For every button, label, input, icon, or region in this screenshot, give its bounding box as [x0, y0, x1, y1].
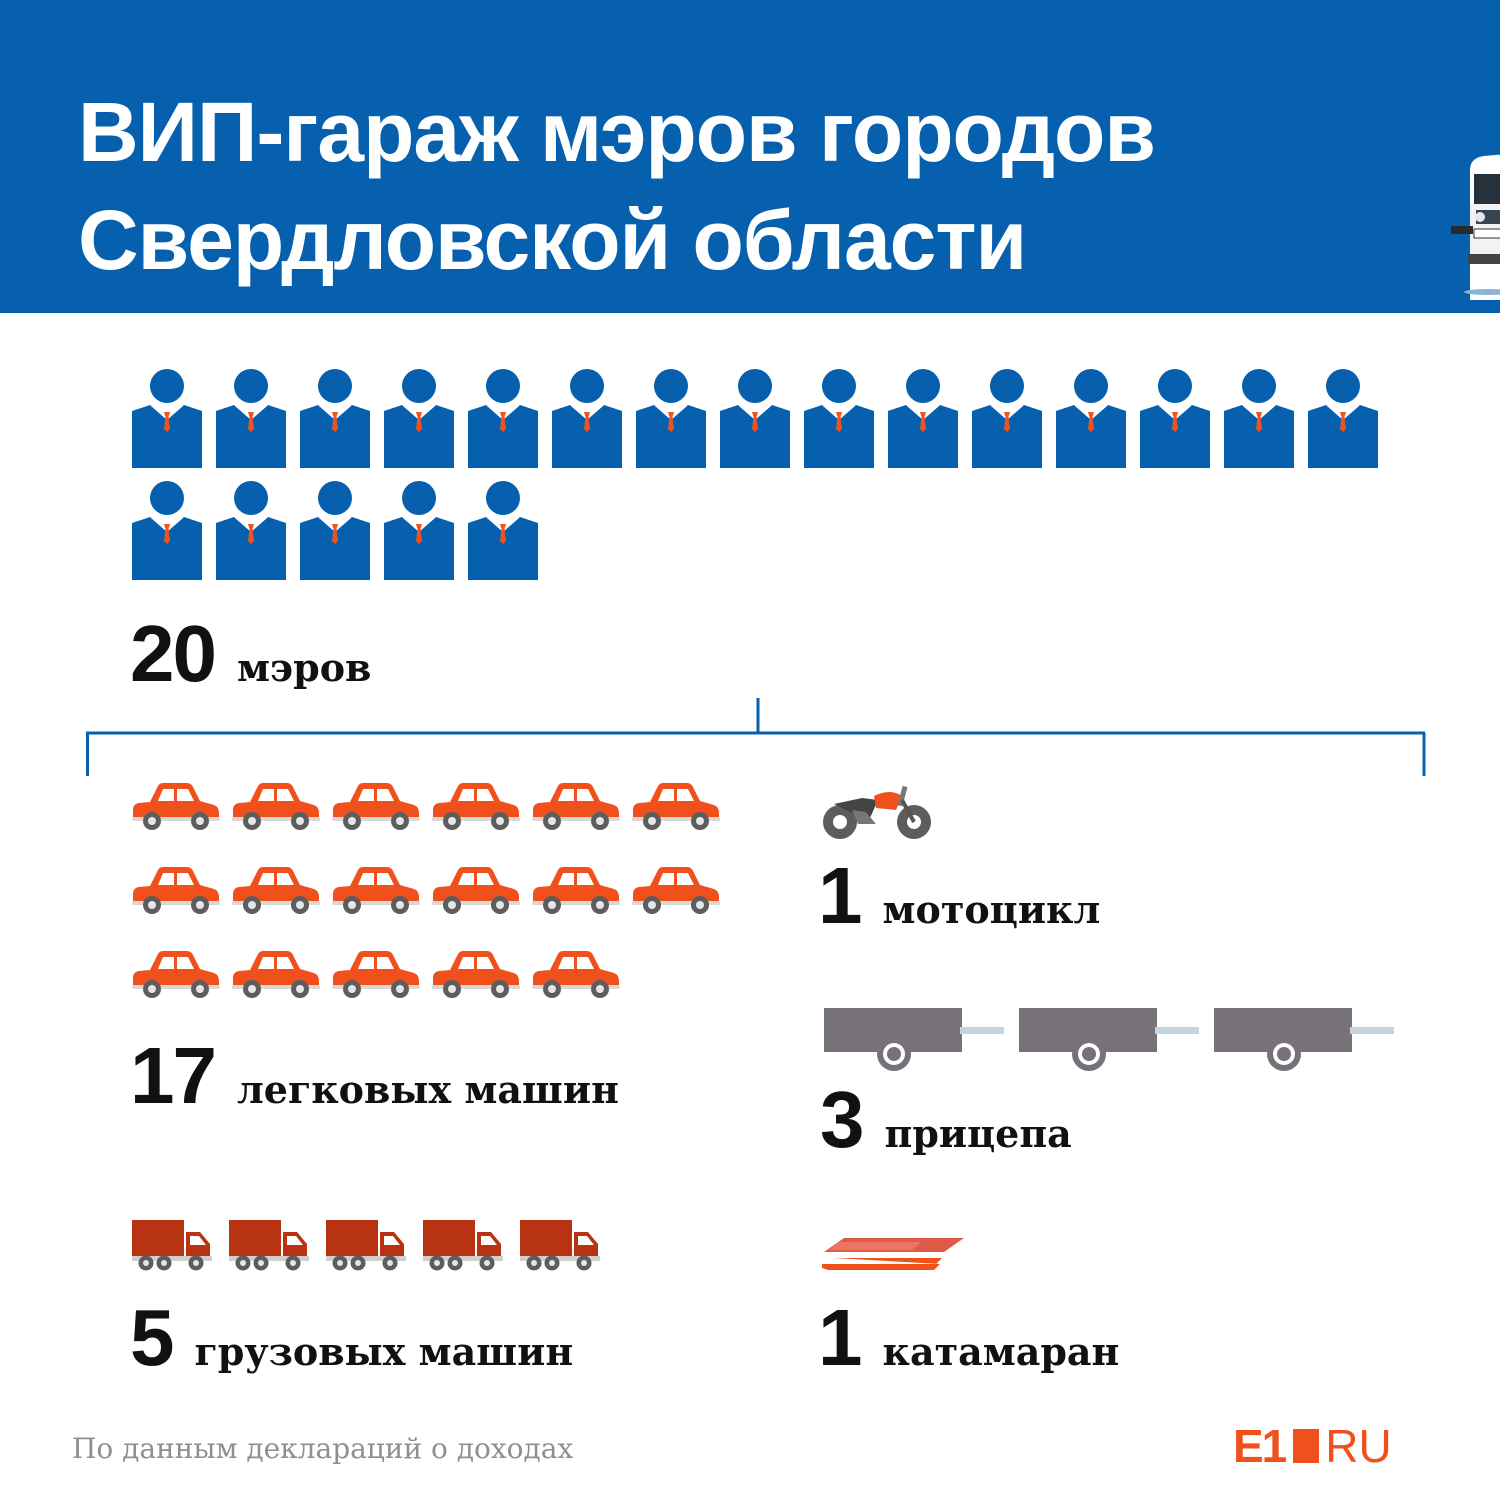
- header-banner: ВИП-гараж мэров городов Свердловской обл…: [0, 0, 1500, 313]
- page-title: ВИП-гараж мэров городов Свердловской обл…: [78, 78, 1156, 294]
- car-icon: [532, 864, 620, 916]
- car-icon: [432, 864, 520, 916]
- catamarans-label: катамаран: [882, 1329, 1120, 1374]
- truck-icon: [423, 1218, 503, 1274]
- catamarans-stat: 1 катамаран: [818, 1292, 1119, 1384]
- mayors-stat: 20 мэров: [130, 608, 371, 700]
- trailer-icon: [1214, 1008, 1394, 1072]
- mayors-count: 20: [130, 609, 217, 698]
- trailer-icons: [824, 1008, 1409, 1072]
- car-icon: [532, 780, 620, 832]
- mayors-label: мэров: [236, 645, 372, 690]
- catamarans-count: 1: [818, 1293, 862, 1382]
- e1-logo: E1 RU: [1233, 1420, 1392, 1472]
- truck-icons: [132, 1218, 617, 1274]
- jeep-icon: [1451, 154, 1500, 300]
- car-icon: [332, 780, 420, 832]
- logo-suffix-text: RU: [1325, 1420, 1392, 1472]
- trucks-count: 5: [130, 1293, 174, 1382]
- car-icon: [232, 948, 320, 1000]
- trucks-label: грузовых машин: [194, 1329, 574, 1374]
- page-title-line-2: Свердловской области: [78, 193, 1027, 287]
- logo-square: [1293, 1429, 1320, 1463]
- car-icon: [132, 780, 220, 832]
- bracket-divider: [86, 698, 1426, 776]
- car-icon: [132, 864, 220, 916]
- trailers-count: 3: [820, 1075, 864, 1164]
- trailers-stat: 3 прицепа: [820, 1074, 1072, 1166]
- car-icon: [232, 780, 320, 832]
- trucks-stat: 5 грузовых машин: [130, 1292, 573, 1384]
- car-icon: [632, 864, 720, 916]
- car-icon: [132, 948, 220, 1000]
- truck-icon: [520, 1218, 600, 1274]
- motorcycles-stat: 1 мотоцикл: [818, 850, 1100, 942]
- trailer-icon: [1019, 1008, 1199, 1072]
- cars-stat: 17 легковых машин: [130, 1030, 619, 1122]
- cars-count: 17: [130, 1031, 217, 1120]
- cars-label: легковых машин: [236, 1067, 619, 1112]
- car-icon: [332, 948, 420, 1000]
- source-note: По данным деклараций о доходах: [72, 1432, 574, 1465]
- car-icon: [432, 948, 520, 1000]
- trailer-icon: [824, 1008, 1004, 1072]
- logo-main-text: E1: [1233, 1420, 1287, 1472]
- truck-icon: [326, 1218, 406, 1274]
- car-icons: [132, 780, 752, 1032]
- car-icon: [532, 948, 620, 1000]
- car-icon: [632, 780, 720, 832]
- catamaran-icon: [822, 1238, 964, 1270]
- motorcycle-icon: [823, 785, 931, 839]
- car-icon: [232, 864, 320, 916]
- car-icon: [332, 864, 420, 916]
- trailers-label: прицепа: [884, 1111, 1072, 1156]
- page-title-line-1: ВИП-гараж мэров городов: [78, 85, 1156, 179]
- motorcycles-label: мотоцикл: [882, 887, 1101, 932]
- car-icon: [432, 780, 520, 832]
- motorcycles-count: 1: [818, 851, 862, 940]
- truck-icon: [132, 1218, 212, 1274]
- truck-icon: [229, 1218, 309, 1274]
